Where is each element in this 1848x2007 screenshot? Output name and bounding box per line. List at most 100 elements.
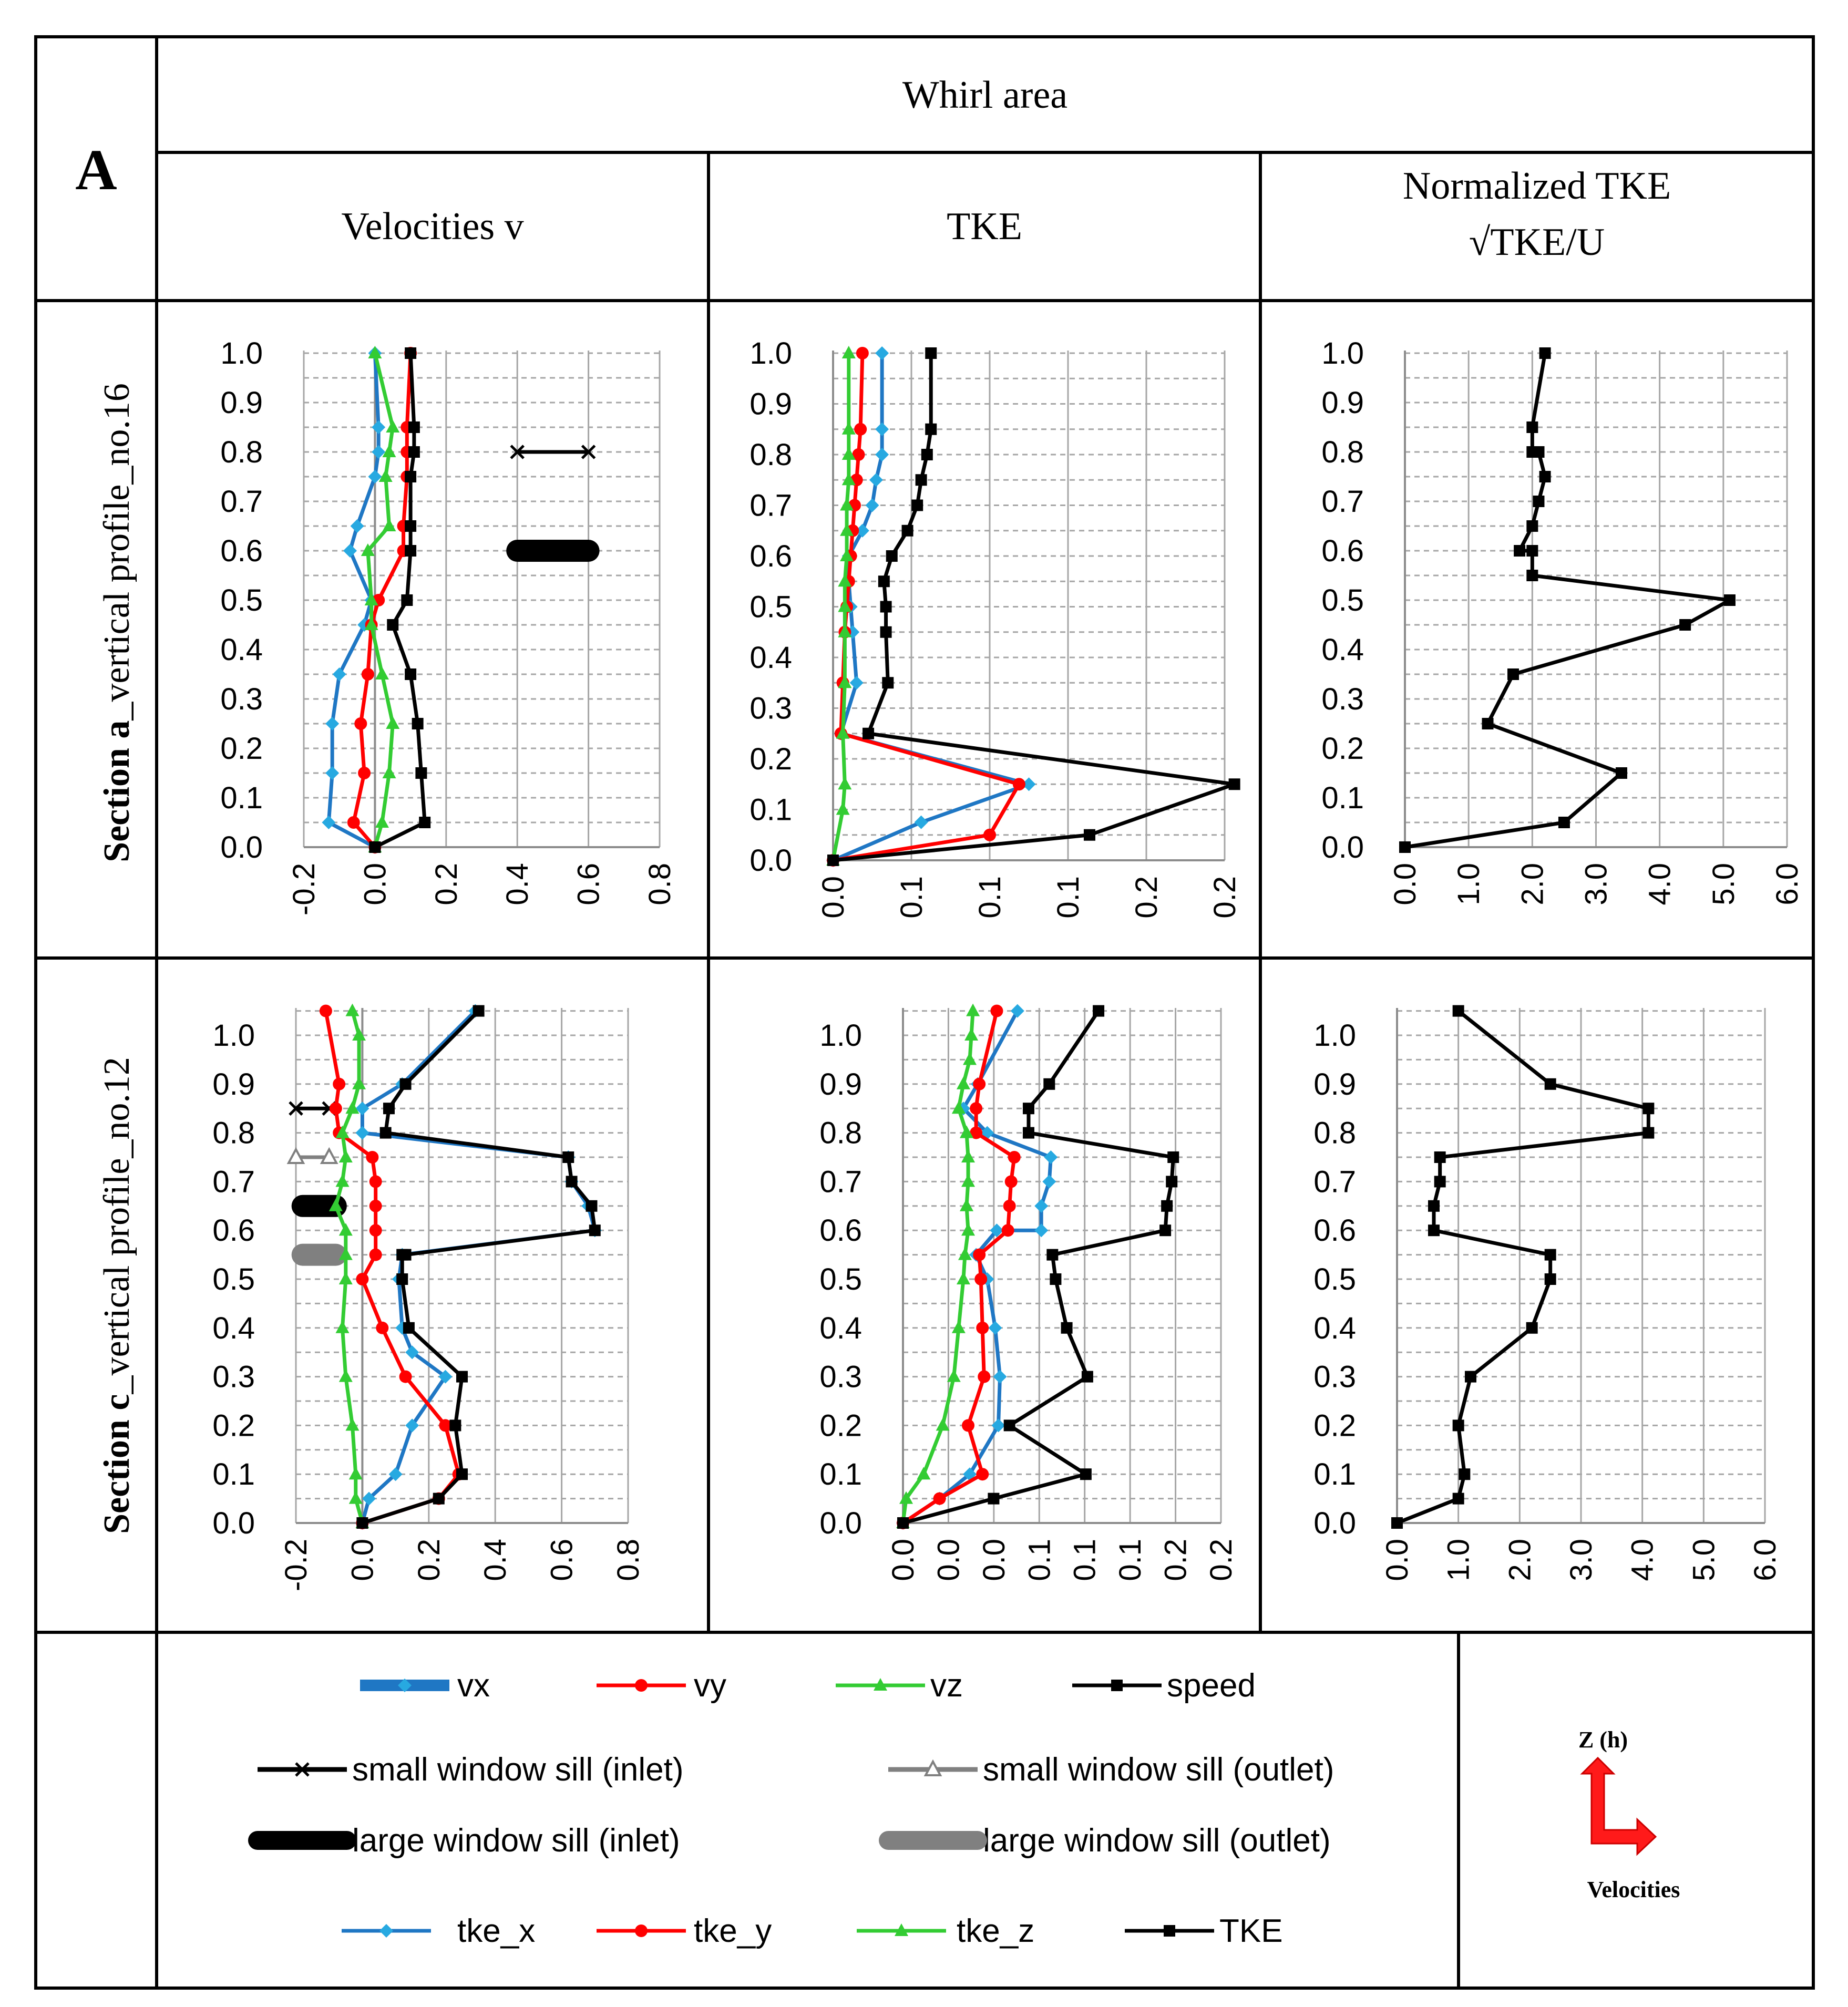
data-point-tke: [925, 423, 937, 435]
x-tick-label: 0.2: [1204, 1539, 1238, 1581]
data-point-tke_z: [841, 346, 856, 358]
data-point-vz: [335, 1174, 350, 1187]
data-point-tke_z: [961, 1150, 976, 1162]
data-point-speed: [383, 1103, 395, 1115]
data-point-tke_z: [838, 675, 852, 688]
data-point-tke_z: [964, 1028, 979, 1041]
x-tick-label: 0.4: [478, 1539, 512, 1581]
y-tick-label: 0.7: [212, 1165, 255, 1199]
data-point-tke_x: [1010, 1004, 1024, 1018]
column-title-tke: TKE: [947, 205, 1022, 248]
y-tick-label: 0.7: [220, 485, 263, 519]
row-label-a-letter: a: [97, 721, 137, 739]
data-point-speed: [566, 1176, 578, 1188]
y-tick-label: 0.7: [1321, 485, 1364, 519]
y-tick-label: 1.0: [1321, 336, 1364, 370]
legend-swatch-speed-marker: [1111, 1680, 1123, 1691]
x-tick-label: -0.2: [287, 863, 321, 915]
y-tick-label: 0.4: [819, 1311, 862, 1345]
data-point-vx: [372, 420, 386, 434]
y-tick-label: 0.6: [220, 534, 263, 568]
y-tick-label: 0.0: [1321, 830, 1364, 864]
data-point-speed: [589, 1224, 601, 1237]
data-point-tke_y: [978, 1370, 991, 1383]
data-point-tke: [1428, 1224, 1440, 1237]
data-point-vy: [369, 1199, 382, 1212]
data-point-vz: [386, 716, 400, 729]
x-tick-label: 0.8: [643, 863, 677, 905]
legend-swatch-tke-x-marker: [379, 1924, 393, 1938]
data-point-tke: [1452, 1493, 1464, 1505]
x-tick-label: 5.0: [1707, 863, 1741, 905]
x-tick-label: 0.1: [1022, 1539, 1056, 1581]
data-point-vy: [319, 1004, 332, 1017]
legend-label-tke-x: tke_x: [457, 1913, 535, 1949]
x-tick-label: 1.0: [1452, 863, 1486, 905]
y-tick-label: 0.1: [212, 1457, 255, 1491]
x-tick-label: 2.0: [1515, 863, 1549, 905]
x-tick-label: 0.0: [977, 1539, 1011, 1581]
column-subtitle-formula: √TKE/U: [1469, 221, 1605, 264]
data-point-tke: [925, 347, 937, 359]
data-point-vz: [352, 1076, 366, 1089]
data-point-vx: [355, 1126, 369, 1140]
y-tick-label: 0.4: [220, 633, 263, 667]
y-tick-label: 0.5: [819, 1262, 862, 1296]
data-point-tke: [1544, 1078, 1556, 1090]
y-tick-label: 0.5: [1313, 1262, 1356, 1296]
y-tick-label: 0.6: [1321, 534, 1364, 568]
data-point-tke_z: [951, 1101, 966, 1114]
data-point-tke: [1161, 1200, 1173, 1212]
data-point-vz: [364, 593, 378, 605]
data-point-speed: [456, 1468, 468, 1480]
data-point-vy: [361, 668, 374, 681]
x-tick-label: 0.0: [886, 1539, 920, 1581]
data-point-tke_z: [960, 1125, 973, 1138]
data-point-tke_x: [990, 1223, 1004, 1238]
data-point-tke_y: [974, 1273, 988, 1285]
legend-label-tke: TKE: [1219, 1913, 1283, 1949]
data-point-tke_z: [961, 1223, 976, 1236]
data-point-tke_z: [840, 523, 854, 536]
y-tick-label: 0.5: [1321, 583, 1364, 617]
data-point-tke_y: [973, 1248, 986, 1261]
y-tick-label: 0.3: [220, 682, 263, 716]
x-tick-label: 0.2: [1159, 1539, 1193, 1581]
data-point-vz: [352, 1028, 366, 1041]
data-point-vy: [347, 816, 360, 829]
data-point-tke: [1159, 1224, 1172, 1237]
data-point-tke_y: [973, 1077, 986, 1090]
data-point-tke_z: [836, 726, 850, 739]
series-line-vy: [324, 1010, 461, 1525]
data-point-tke: [1061, 1322, 1073, 1334]
table-frame: [34, 35, 1815, 1990]
data-point-tke_z: [838, 574, 852, 587]
data-point-tke: [1434, 1151, 1446, 1163]
data-point-tke_y: [856, 347, 869, 359]
axis-icon-z-label: Z (h): [1578, 1727, 1628, 1753]
row-label-a-prefix: Section: [97, 739, 137, 862]
x-tick-label: 1.0: [1442, 1539, 1476, 1581]
data-point-tke_y: [854, 423, 867, 436]
data-point-tke: [1434, 1176, 1446, 1188]
y-tick-label: 0.9: [220, 386, 263, 420]
y-tick-label: 0.9: [1321, 386, 1364, 420]
data-point-tke_y: [976, 1321, 989, 1334]
data-point-tke: [1482, 718, 1494, 729]
legend-swatch-vz-marker: [874, 1678, 887, 1691]
data-point-speed: [433, 1493, 445, 1505]
data-point-tke_x: [855, 523, 869, 538]
x-tick-label: 6.0: [1770, 863, 1804, 905]
data-point-tke_y: [1008, 1151, 1021, 1164]
data-point-speed: [369, 841, 381, 853]
data-point-tke_x: [988, 1321, 1002, 1335]
y-tick-label: 1.0: [750, 336, 792, 370]
y-tick-label: 0.2: [750, 742, 792, 776]
legend-swatch-tke-z-marker: [895, 1923, 908, 1936]
data-point-vz: [335, 1125, 350, 1138]
legend-label-vz: vz: [930, 1668, 963, 1704]
y-tick-label: 0.9: [750, 387, 792, 421]
data-point-tke_x: [1022, 777, 1036, 791]
data-point-tke: [1399, 841, 1411, 853]
